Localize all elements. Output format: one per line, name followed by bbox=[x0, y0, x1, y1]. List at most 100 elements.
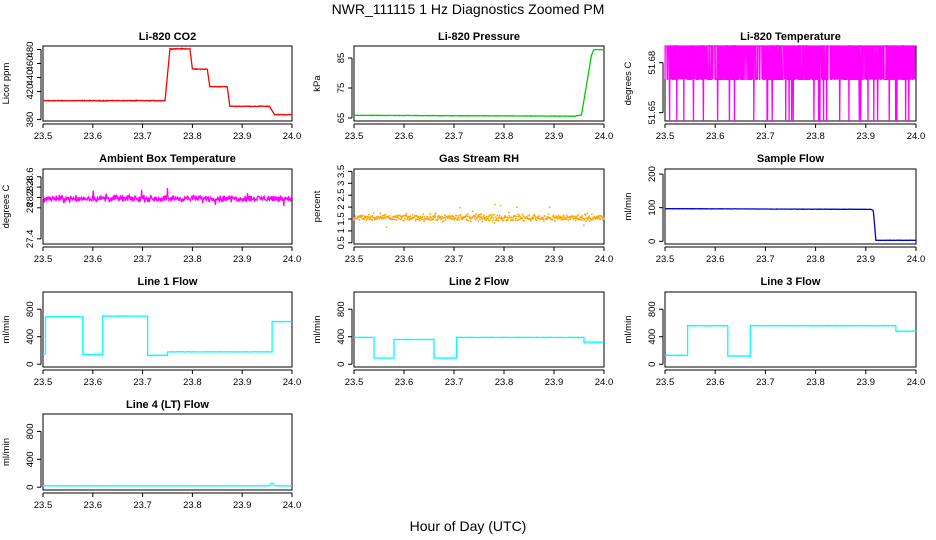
x-tick-label: 23.7 bbox=[133, 377, 152, 388]
x-tick-label: 23.9 bbox=[233, 377, 252, 388]
x-tick-label: 23.8 bbox=[806, 131, 825, 142]
plot-frame bbox=[353, 291, 605, 368]
data-point bbox=[360, 214, 363, 217]
data-point bbox=[514, 215, 516, 218]
data-point bbox=[400, 218, 402, 221]
data-point bbox=[518, 218, 520, 221]
data-point bbox=[510, 216, 513, 219]
y-tick-label: 3 bbox=[336, 181, 347, 186]
data-point bbox=[444, 216, 447, 219]
data-point bbox=[573, 215, 576, 218]
y-tick-label: 2 bbox=[336, 204, 347, 209]
data-point bbox=[420, 218, 423, 221]
data-point bbox=[458, 218, 461, 221]
data-point bbox=[425, 217, 428, 220]
data-point bbox=[584, 217, 587, 220]
x-tick-label: 23.9 bbox=[857, 254, 876, 265]
data-point bbox=[457, 215, 460, 217]
data-point bbox=[496, 214, 499, 217]
x-tick-label: 23.5 bbox=[656, 254, 675, 265]
y-tick-label: 1 bbox=[336, 228, 347, 233]
data-point bbox=[563, 215, 565, 218]
data-point bbox=[517, 215, 520, 218]
x-tick-label: 23.5 bbox=[656, 377, 675, 388]
data-point bbox=[407, 215, 410, 218]
x-tick-label: 23.9 bbox=[233, 500, 252, 511]
y-tick-label: 28.4 bbox=[25, 178, 36, 197]
data-point bbox=[444, 218, 447, 221]
x-tick-label: 23.6 bbox=[706, 131, 725, 142]
data-point bbox=[437, 218, 439, 221]
data-point bbox=[426, 216, 429, 219]
series-line bbox=[664, 324, 917, 358]
data-point bbox=[568, 218, 570, 221]
y-tick-label: 2.5 bbox=[336, 189, 347, 202]
data-point bbox=[367, 216, 370, 219]
data-point bbox=[395, 218, 398, 221]
data-point bbox=[516, 219, 519, 222]
data-point bbox=[582, 224, 585, 227]
x-tick-label: 23.9 bbox=[545, 131, 564, 142]
data-point bbox=[492, 217, 495, 220]
data-point bbox=[527, 215, 529, 217]
data-point bbox=[385, 226, 388, 229]
data-point bbox=[500, 216, 503, 219]
data-point bbox=[602, 218, 605, 221]
x-tick-label: 23.7 bbox=[133, 500, 152, 511]
data-point bbox=[552, 214, 555, 217]
data-point bbox=[534, 216, 537, 219]
x-tick-label: 23.5 bbox=[345, 131, 364, 142]
panel-title: Li-820 Temperature bbox=[740, 31, 841, 43]
data-point bbox=[555, 215, 557, 218]
x-tick-label: 23.7 bbox=[756, 254, 775, 265]
data-point bbox=[494, 216, 497, 219]
y-tick-label: 0 bbox=[25, 362, 36, 367]
x-tick-label: 24.0 bbox=[595, 377, 614, 388]
data-point bbox=[581, 216, 583, 219]
x-tick-label: 23.7 bbox=[756, 131, 775, 142]
y-tick-label: 65 bbox=[336, 113, 347, 124]
panel-title: Sample Flow bbox=[757, 153, 825, 165]
y-tick-label: 380 bbox=[25, 112, 36, 128]
panel-line3: Line 3 Flow 23.5 23.6 23.7 23.8 23.9 24.0 0 400 8… bbox=[623, 276, 925, 388]
data-point bbox=[544, 215, 546, 218]
data-point bbox=[404, 217, 406, 220]
data-point bbox=[478, 213, 480, 216]
panel-title: Li-820 CO2 bbox=[139, 31, 196, 43]
y-tick-label: 51.68 bbox=[647, 51, 658, 75]
x-tick-label: 23.5 bbox=[345, 377, 364, 388]
panel-title: Ambient Box Temperature bbox=[99, 153, 236, 165]
y-tick-label: 28.6 bbox=[25, 168, 36, 187]
data-point bbox=[360, 216, 363, 218]
x-tick-label: 24.0 bbox=[283, 500, 302, 511]
data-point bbox=[569, 218, 572, 220]
x-tick-label: 23.9 bbox=[857, 131, 876, 142]
x-tick-label: 24.0 bbox=[595, 131, 614, 142]
data-point bbox=[559, 217, 562, 220]
data-point bbox=[528, 214, 531, 216]
data-point bbox=[493, 222, 496, 224]
panel-sample-flow: Sample Flow 23.5 23.6 23.7 23.8 23.9 24.0 0 100 2… bbox=[623, 153, 925, 265]
data-point bbox=[369, 217, 372, 220]
data-point bbox=[466, 219, 468, 221]
data-point bbox=[453, 219, 456, 221]
data-point bbox=[467, 213, 469, 215]
panel-co2: Li-820 CO2 23.5 23.6 23.7 23.8 23.9 24.0 380 420… bbox=[1, 31, 301, 142]
data-point bbox=[597, 217, 600, 219]
x-tick-label: 23.8 bbox=[183, 131, 202, 142]
figure-title: NWR_111115 1 Hz Diagnostics Zoomed PM bbox=[331, 1, 605, 17]
data-point bbox=[419, 215, 422, 218]
data-point bbox=[439, 216, 442, 219]
data-point bbox=[551, 218, 554, 221]
data-point bbox=[585, 217, 588, 219]
x-axis-title: Hour of Day (UTC) bbox=[409, 518, 527, 534]
data-point bbox=[429, 213, 432, 216]
plot-frame bbox=[42, 413, 293, 491]
data-point bbox=[473, 217, 476, 219]
panel-title: Line 3 Flow bbox=[761, 276, 821, 288]
y-tick-label: 400 bbox=[25, 451, 36, 467]
data-point bbox=[422, 218, 425, 221]
y-axis-title: Licor ppm bbox=[1, 63, 12, 105]
data-point bbox=[535, 219, 538, 222]
data-point bbox=[485, 215, 488, 218]
